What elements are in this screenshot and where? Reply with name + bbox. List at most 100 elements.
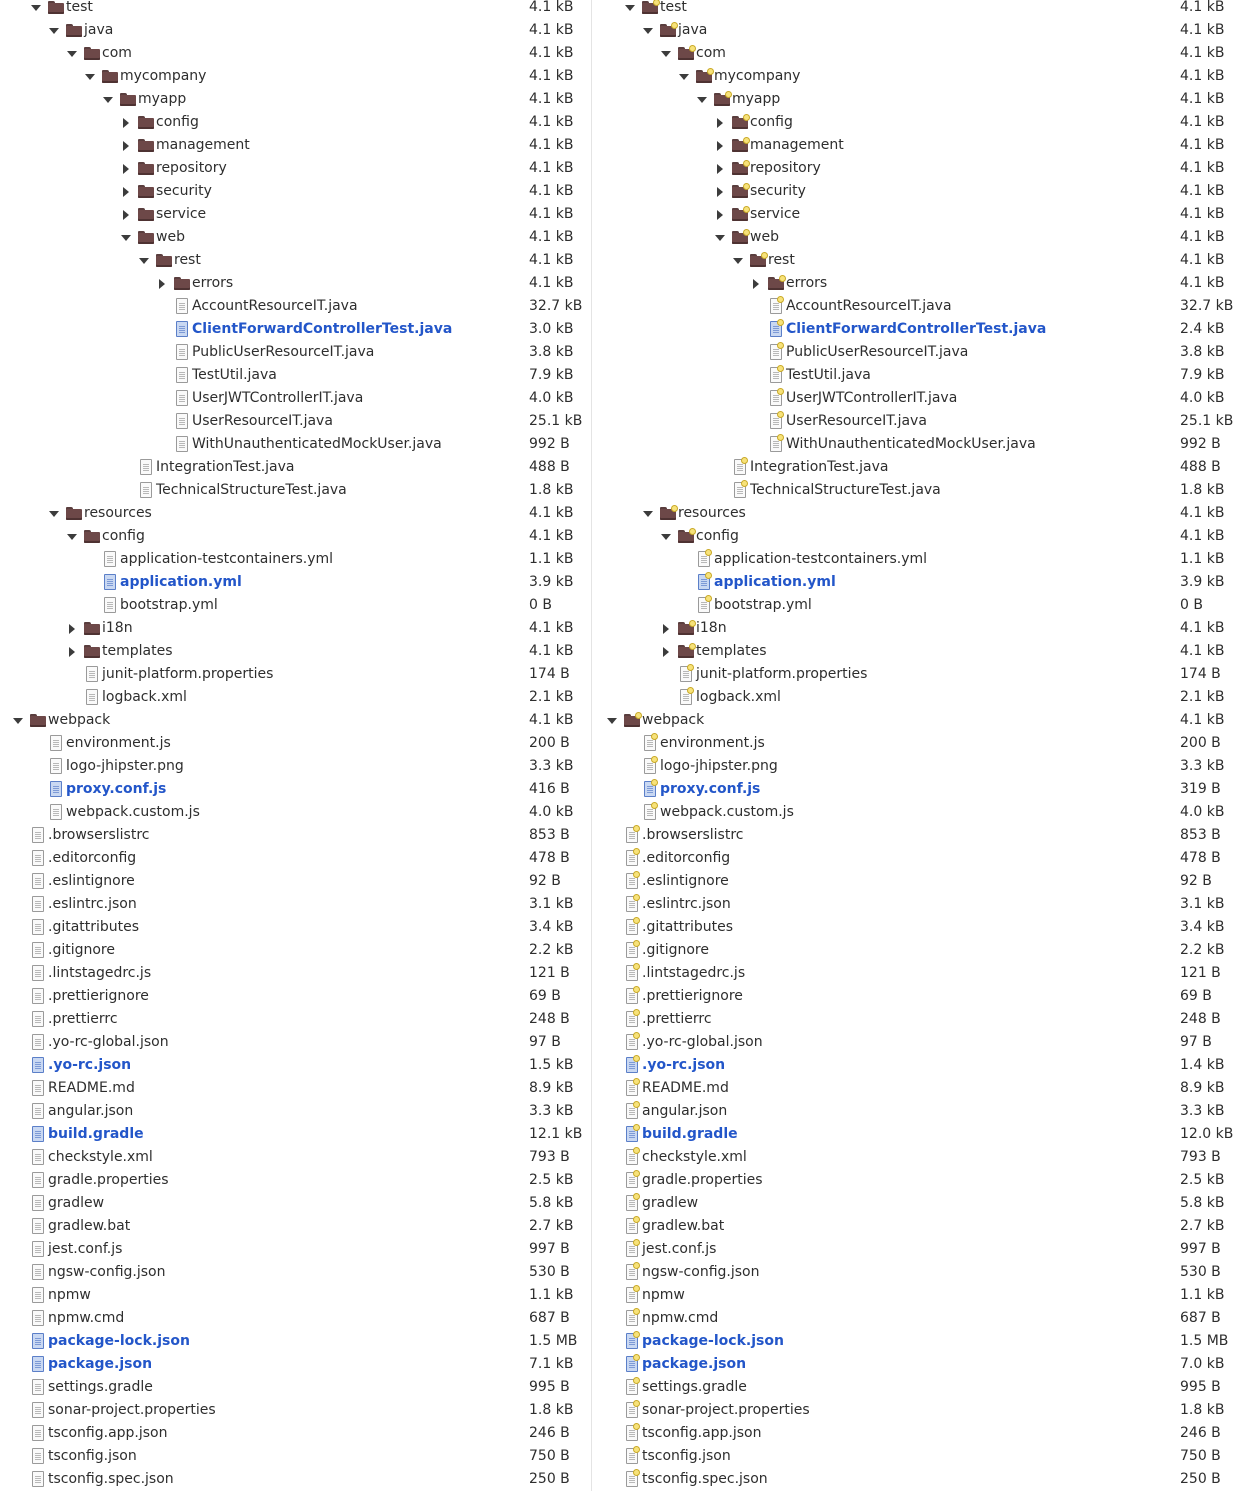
file-row-lintstagedrc-js[interactable]: .lintstagedrc.js 121 B	[594, 962, 1245, 985]
file-row-eslintignore[interactable]: .eslintignore 92 B	[594, 870, 1245, 893]
expander-closed-icon[interactable]	[663, 647, 669, 657]
file-row-yo-rc-json[interactable]: .yo-rc.json 1.5 kB	[0, 1054, 590, 1077]
folder-row-webpack[interactable]: webpack 4.1 kB	[0, 709, 590, 732]
file-row-clientforwardcontrollertest-java[interactable]: ClientForwardControllerTest.java 2.4 kB	[594, 318, 1245, 341]
file-row-gitattributes[interactable]: .gitattributes 3.4 kB	[594, 916, 1245, 939]
file-row-prettierignore[interactable]: .prettierignore 69 B	[0, 985, 590, 1008]
expander-open-icon[interactable]	[625, 5, 635, 11]
folder-row-java[interactable]: java 4.1 kB	[594, 19, 1245, 42]
expander-open-icon[interactable]	[31, 5, 41, 11]
folder-row-web[interactable]: web 4.1 kB	[594, 226, 1245, 249]
file-row-settings-gradle[interactable]: settings.gradle 995 B	[0, 1376, 590, 1399]
folder-row-errors[interactable]: errors 4.1 kB	[594, 272, 1245, 295]
file-row-withunauthenticatedmockuser-java[interactable]: WithUnauthenticatedMockUser.java 992 B	[0, 433, 590, 456]
file-row-tsconfig-spec-json[interactable]: tsconfig.spec.json 250 B	[0, 1468, 590, 1491]
expander-open-icon[interactable]	[121, 235, 131, 241]
expander-open-icon[interactable]	[139, 258, 149, 264]
file-row-application-testcontainers-yml[interactable]: application-testcontainers.yml 1.1 kB	[594, 548, 1245, 571]
file-row-lintstagedrc-js[interactable]: .lintstagedrc.js 121 B	[0, 962, 590, 985]
expander-open-icon[interactable]	[679, 74, 689, 80]
expander-open-icon[interactable]	[103, 97, 113, 103]
expander-closed-icon[interactable]	[123, 210, 129, 220]
expander-open-icon[interactable]	[715, 235, 725, 241]
folder-row-config[interactable]: config 4.1 kB	[594, 111, 1245, 134]
file-row-prettierignore[interactable]: .prettierignore 69 B	[594, 985, 1245, 1008]
file-row-readme-md[interactable]: README.md 8.9 kB	[0, 1077, 590, 1100]
file-row-sonar-project-properties[interactable]: sonar-project.properties 1.8 kB	[594, 1399, 1245, 1422]
folder-row-rest[interactable]: rest 4.1 kB	[0, 249, 590, 272]
expander-open-icon[interactable]	[697, 97, 707, 103]
expander-open-icon[interactable]	[643, 511, 653, 517]
folder-row-security[interactable]: security 4.1 kB	[0, 180, 590, 203]
file-row-technicalstructuretest-java[interactable]: TechnicalStructureTest.java 1.8 kB	[594, 479, 1245, 502]
expander-closed-icon[interactable]	[717, 141, 723, 151]
file-row-jest-conf-js[interactable]: jest.conf.js 997 B	[594, 1238, 1245, 1261]
file-row-application-yml[interactable]: application.yml 3.9 kB	[594, 571, 1245, 594]
file-row-angular-json[interactable]: angular.json 3.3 kB	[594, 1100, 1245, 1123]
file-row-settings-gradle[interactable]: settings.gradle 995 B	[594, 1376, 1245, 1399]
file-row-gradle-properties[interactable]: gradle.properties 2.5 kB	[594, 1169, 1245, 1192]
file-row-gitignore[interactable]: .gitignore 2.2 kB	[0, 939, 590, 962]
file-row-package-lock-json[interactable]: package-lock.json 1.5 MB	[594, 1330, 1245, 1353]
file-row-browserslistrc[interactable]: .browserslistrc 853 B	[0, 824, 590, 847]
file-row-logo-jhipster-png[interactable]: logo-jhipster.png 3.3 kB	[594, 755, 1245, 778]
expander-closed-icon[interactable]	[717, 187, 723, 197]
folder-row-webpack[interactable]: webpack 4.1 kB	[594, 709, 1245, 732]
expander-open-icon[interactable]	[67, 534, 77, 540]
file-row-application-yml[interactable]: application.yml 3.9 kB	[0, 571, 590, 594]
folder-row-resources[interactable]: resources 4.1 kB	[0, 502, 590, 525]
folder-row-repository[interactable]: repository 4.1 kB	[0, 157, 590, 180]
file-row-editorconfig[interactable]: .editorconfig 478 B	[0, 847, 590, 870]
expander-closed-icon[interactable]	[717, 164, 723, 174]
file-row-userresourceit-java[interactable]: UserResourceIT.java 25.1 kB	[594, 410, 1245, 433]
folder-row-myapp[interactable]: myapp 4.1 kB	[594, 88, 1245, 111]
expander-closed-icon[interactable]	[717, 210, 723, 220]
expander-closed-icon[interactable]	[123, 187, 129, 197]
file-row-publicuserresourceit-java[interactable]: PublicUserResourceIT.java 3.8 kB	[594, 341, 1245, 364]
expander-closed-icon[interactable]	[69, 624, 75, 634]
file-row-proxy-conf-js[interactable]: proxy.conf.js 319 B	[594, 778, 1245, 801]
file-row-webpack-custom-js[interactable]: webpack.custom.js 4.0 kB	[0, 801, 590, 824]
file-row-logback-xml[interactable]: logback.xml 2.1 kB	[594, 686, 1245, 709]
file-row-prettierrc[interactable]: .prettierrc 248 B	[0, 1008, 590, 1031]
expander-closed-icon[interactable]	[123, 141, 129, 151]
file-row-userjwtcontrollerit-java[interactable]: UserJWTControllerIT.java 4.0 kB	[0, 387, 590, 410]
file-row-sonar-project-properties[interactable]: sonar-project.properties 1.8 kB	[0, 1399, 590, 1422]
file-row-userjwtcontrollerit-java[interactable]: UserJWTControllerIT.java 4.0 kB	[594, 387, 1245, 410]
file-row-ngsw-config-json[interactable]: ngsw-config.json 530 B	[594, 1261, 1245, 1284]
file-row-clientforwardcontrollertest-java[interactable]: ClientForwardControllerTest.java 3.0 kB	[0, 318, 590, 341]
file-row-environment-js[interactable]: environment.js 200 B	[0, 732, 590, 755]
file-row-npmw-cmd[interactable]: npmw.cmd 687 B	[0, 1307, 590, 1330]
file-row-logback-xml[interactable]: logback.xml 2.1 kB	[0, 686, 590, 709]
file-row-accountresourceit-java[interactable]: AccountResourceIT.java 32.7 kB	[594, 295, 1245, 318]
folder-row-repository[interactable]: repository 4.1 kB	[594, 157, 1245, 180]
file-row-gradle-properties[interactable]: gradle.properties 2.5 kB	[0, 1169, 590, 1192]
folder-row-myapp[interactable]: myapp 4.1 kB	[0, 88, 590, 111]
expander-open-icon[interactable]	[733, 258, 743, 264]
file-row-technicalstructuretest-java[interactable]: TechnicalStructureTest.java 1.8 kB	[0, 479, 590, 502]
file-row-integrationtest-java[interactable]: IntegrationTest.java 488 B	[594, 456, 1245, 479]
expander-open-icon[interactable]	[607, 718, 617, 724]
file-row-tsconfig-json[interactable]: tsconfig.json 750 B	[594, 1445, 1245, 1468]
folder-row-com[interactable]: com 4.1 kB	[0, 42, 590, 65]
folder-row-service[interactable]: service 4.1 kB	[0, 203, 590, 226]
expander-open-icon[interactable]	[49, 511, 59, 517]
folder-row-config[interactable]: config 4.1 kB	[594, 525, 1245, 548]
folder-row-management[interactable]: management 4.1 kB	[594, 134, 1245, 157]
file-row-tsconfig-app-json[interactable]: tsconfig.app.json 246 B	[0, 1422, 590, 1445]
folder-row-mycompany[interactable]: mycompany 4.1 kB	[0, 65, 590, 88]
file-row-checkstyle-xml[interactable]: checkstyle.xml 793 B	[594, 1146, 1245, 1169]
file-row-gradlew[interactable]: gradlew 5.8 kB	[0, 1192, 590, 1215]
file-row-gradlew[interactable]: gradlew 5.8 kB	[594, 1192, 1245, 1215]
file-row-gradlew-bat[interactable]: gradlew.bat 2.7 kB	[594, 1215, 1245, 1238]
file-row-webpack-custom-js[interactable]: webpack.custom.js 4.0 kB	[594, 801, 1245, 824]
expander-closed-icon[interactable]	[69, 647, 75, 657]
file-row-build-gradle[interactable]: build.gradle 12.1 kB	[0, 1123, 590, 1146]
expander-open-icon[interactable]	[67, 51, 77, 57]
folder-row-test[interactable]: test 4.1 kB	[594, 0, 1245, 19]
folder-row-config[interactable]: config 4.1 kB	[0, 111, 590, 134]
file-row-publicuserresourceit-java[interactable]: PublicUserResourceIT.java 3.8 kB	[0, 341, 590, 364]
file-row-yo-rc-global-json[interactable]: .yo-rc-global.json 97 B	[594, 1031, 1245, 1054]
folder-row-i18n[interactable]: i18n 4.1 kB	[0, 617, 590, 640]
file-row-integrationtest-java[interactable]: IntegrationTest.java 488 B	[0, 456, 590, 479]
